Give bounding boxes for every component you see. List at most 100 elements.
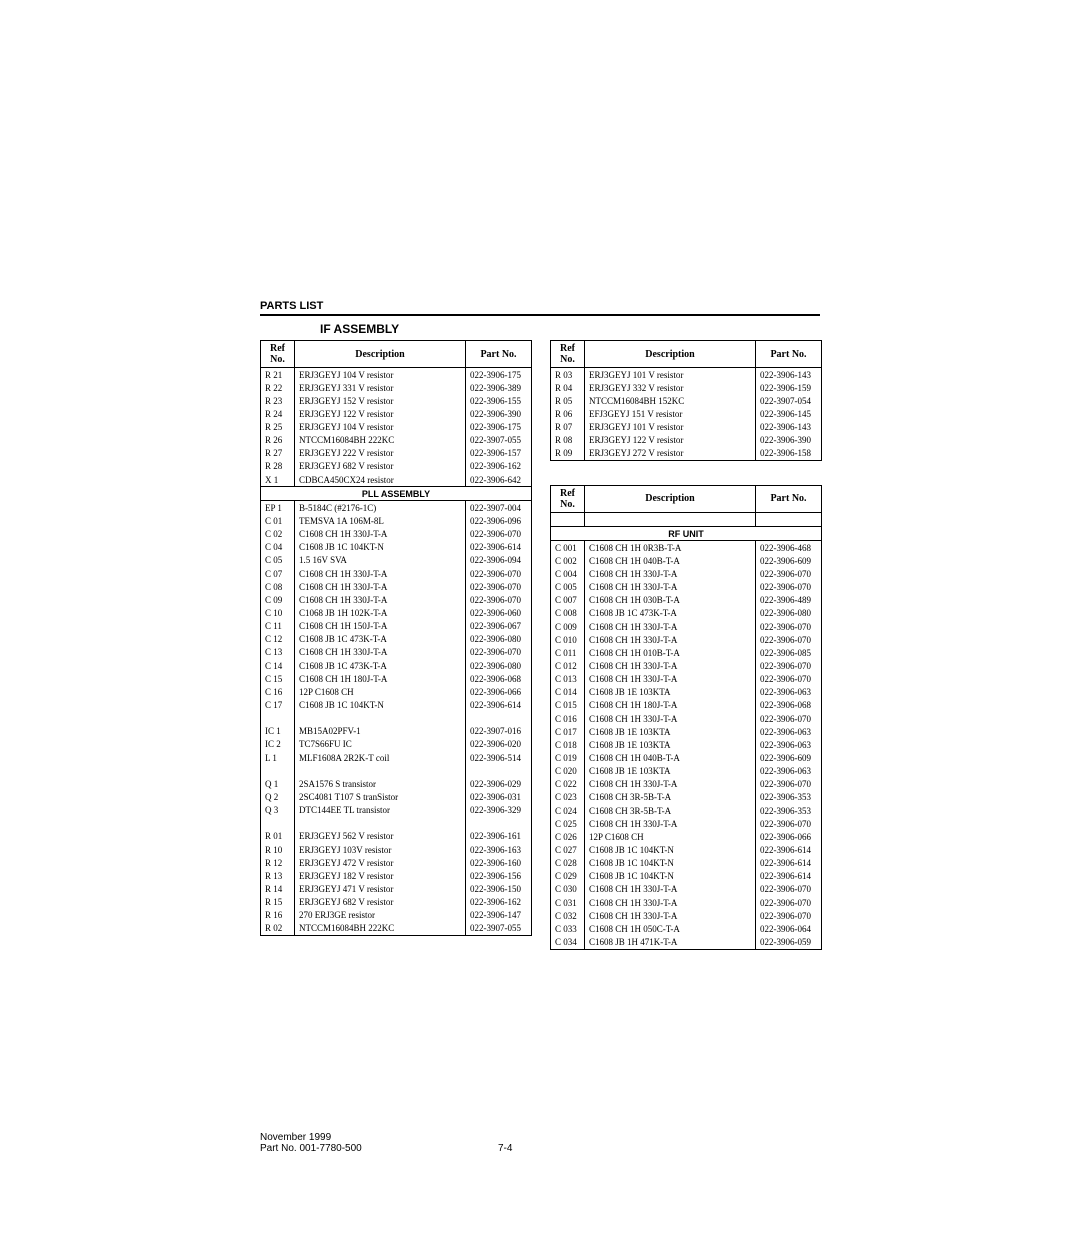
cell-pn: 022-3906-642 [466, 473, 532, 487]
cell-ref: C 033 [551, 922, 585, 935]
cell-desc: ERJ3GEYJ 682 V resistor [295, 460, 466, 473]
cell-pn: 022-3906-150 [466, 882, 532, 895]
cell-ref: R 14 [261, 882, 295, 895]
cell-desc: C1608 CH 1H 330J-T-A [585, 660, 756, 673]
cell-ref: R 10 [261, 843, 295, 856]
cell-ref: R 16 [261, 909, 295, 922]
table-row: C 051.5 16V SVA022-3906-094 [261, 554, 532, 567]
rf-table: Ref No. Description Part No. RF UNIT C 0… [550, 485, 822, 950]
cell-desc: C1608 CH 1H 330J-T-A [295, 646, 466, 659]
pll-heading: PLL ASSEMBLY [261, 487, 532, 501]
table-row: C 02612P C1608 CH022-3906-066 [551, 830, 822, 843]
cell-desc: C1608 JB 1C 473K-T-A [295, 659, 466, 672]
cell-ref: C 020 [551, 765, 585, 778]
cell-pn: 022-3906-145 [756, 407, 822, 420]
table-row: C 030C1608 CH 1H 330J-T-A022-3906-070 [551, 883, 822, 896]
cell-desc: 2SA1576 S transistor [295, 777, 466, 790]
pll-heading-row: PLL ASSEMBLY [261, 487, 532, 501]
cell-desc: C1608 CH 1H 330J-T-A [295, 528, 466, 541]
cell-desc: ERJ3GEYJ 122 V resistor [295, 407, 466, 420]
cell-pn: 022-3906-096 [466, 515, 532, 528]
cell-desc: C1608 CH 1H 330J-T-A [585, 817, 756, 830]
cell-desc: C1608 CH 1H 330J-T-A [585, 620, 756, 633]
cell-ref: Q 2 [261, 791, 295, 804]
table-row: R 06EFJ3GEYJ 151 V resistor022-3906-145 [551, 407, 822, 420]
table-row: C 13C1608 CH 1H 330J-T-A022-3906-070 [261, 646, 532, 659]
cell-ref: C 15 [261, 672, 295, 685]
cell-desc [295, 764, 466, 777]
table-row: C 028C1608 JB 1C 104KT-N022-3906-614 [551, 857, 822, 870]
spacer [550, 461, 822, 485]
cell-pn [466, 764, 532, 777]
cell-ref: R 05 [551, 394, 585, 407]
cell-desc [295, 817, 466, 830]
cell-pn: 022-3907-016 [466, 725, 532, 738]
table-row: C 029C1608 JB 1C 104KT-N022-3906-614 [551, 870, 822, 883]
table-row: R 03ERJ3GEYJ 101 V resistor022-3906-143 [551, 368, 822, 382]
cell-pn: 022-3907-055 [466, 434, 532, 447]
table-row: C 010C1608 CH 1H 330J-T-A022-3906-070 [551, 633, 822, 646]
cell-desc: 2SC4081 T107 S tranSistor [295, 791, 466, 804]
table-row: C 07C1608 CH 1H 330J-T-A022-3906-070 [261, 567, 532, 580]
cell-desc: 12P C1608 CH [295, 685, 466, 698]
table-row [261, 817, 532, 830]
cell-desc: C1608 JB 1H 471K-T-A [585, 935, 756, 949]
table-row: R 23ERJ3GEYJ 152 V resistor022-3906-155 [261, 394, 532, 407]
table-row: R 09ERJ3GEYJ 272 V resistor022-3906-158 [551, 447, 822, 461]
cell-pn: 022-3906-070 [466, 593, 532, 606]
cell-desc [295, 712, 466, 725]
cell-pn: 022-3906-353 [756, 791, 822, 804]
table-row: C 11C1608 CH 1H 150J-T-A022-3906-067 [261, 620, 532, 633]
table-row: Q 3DTC144EE TL transistor022-3906-329 [261, 804, 532, 817]
cell-desc: C1608 JB 1C 104KT-N [295, 699, 466, 712]
table-row: EP 1B-5184C (#2176-1C)022-3907-004 [261, 501, 532, 515]
table-row: X 1CDBCA450CX24 resistor022-3906-642 [261, 473, 532, 487]
cell-ref: C 13 [261, 646, 295, 659]
table-row: C 15C1608 CH 1H 180J-T-A022-3906-068 [261, 672, 532, 685]
table-row: Q 12SA1576 S transistor022-3906-029 [261, 777, 532, 790]
table-row: C 12C1608 JB 1C 473K-T-A022-3906-080 [261, 633, 532, 646]
cell-desc: C1608 CH 1H 040B-T-A [585, 752, 756, 765]
table-row: R 21ERJ3GEYJ 104 V resistor022-3906-175 [261, 368, 532, 382]
table-row: R 15ERJ3GEYJ 682 V resistor022-3906-162 [261, 896, 532, 909]
cell-desc: ERJ3GEYJ 104 V resistor [295, 368, 466, 382]
cell-ref: C 09 [261, 593, 295, 606]
cell-pn: 022-3906-390 [466, 407, 532, 420]
col-desc: Description [585, 341, 756, 368]
table-row: C 10C1068 JB 1H 102K-T-A022-3906-060 [261, 607, 532, 620]
cell-ref: C 004 [551, 568, 585, 581]
cell-pn: 022-3907-055 [466, 922, 532, 936]
cell-pn: 022-3906-609 [756, 554, 822, 567]
cell-ref: C 16 [261, 685, 295, 698]
cell-desc: C1608 CH 1H 330J-T-A [295, 593, 466, 606]
table-row: C 08C1608 CH 1H 330J-T-A022-3906-070 [261, 580, 532, 593]
table-row: R 02NTCCM16084BH 222KC022-3907-055 [261, 922, 532, 936]
cell-ref: R 23 [261, 394, 295, 407]
cell-pn: 022-3906-094 [466, 554, 532, 567]
cell-desc: ERJ3GEYJ 101 V resistor [585, 368, 756, 382]
table-row: R 12ERJ3GEYJ 472 V resistor022-3906-160 [261, 856, 532, 869]
cell-pn: 022-3906-614 [756, 870, 822, 883]
table-row: C 17C1608 JB 1C 104KT-N022-3906-614 [261, 699, 532, 712]
cell-desc: C1608 CH 1H 330J-T-A [585, 712, 756, 725]
cell-pn: 022-3906-070 [466, 580, 532, 593]
cell-desc: C1608 CH 3R-5B-T-A [585, 804, 756, 817]
col-ref: Ref No. [551, 485, 585, 512]
table-row: C 012C1608 CH 1H 330J-T-A022-3906-070 [551, 660, 822, 673]
cell-desc: C1068 JB 1H 102K-T-A [295, 607, 466, 620]
cell-ref: R 24 [261, 407, 295, 420]
cell-ref: C 032 [551, 909, 585, 922]
footer-date: November 1999 [260, 1132, 362, 1143]
cell-desc: ERJ3GEYJ 272 V resistor [585, 447, 756, 461]
cell-desc: ERJ3GEYJ 103V resistor [295, 843, 466, 856]
cell-pn: 022-3906-468 [756, 541, 822, 555]
table-row: C 016C1608 CH 1H 330J-T-A022-3906-070 [551, 712, 822, 725]
cell-ref: R 13 [261, 869, 295, 882]
table-row: C 024C1608 CH 3R-5B-T-A022-3906-353 [551, 804, 822, 817]
table-row: R 28ERJ3GEYJ 682 V resistor022-3906-162 [261, 460, 532, 473]
cell-desc: C1608 CH 1H 330J-T-A [585, 673, 756, 686]
cell-ref: C 034 [551, 935, 585, 949]
cell-desc: C1608 CH 1H 150J-T-A [295, 620, 466, 633]
cell-desc: C1608 CH 1H 180J-T-A [585, 699, 756, 712]
cell-pn: 022-3906-143 [756, 421, 822, 434]
